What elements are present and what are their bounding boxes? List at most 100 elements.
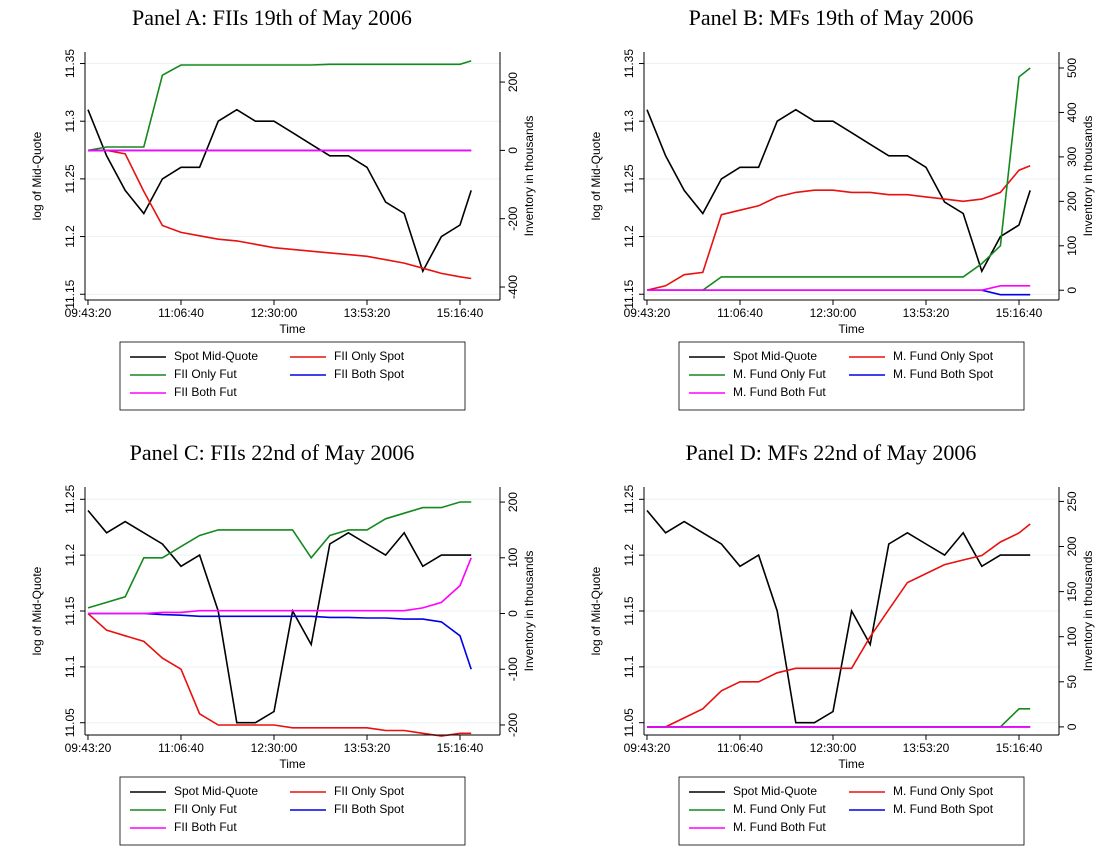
- y2-tick-label: 0: [506, 610, 520, 617]
- y2-axis-label: Inventory in thousands: [522, 551, 536, 672]
- series-line: [87, 60, 472, 152]
- y-tick-label: 11.05: [622, 708, 636, 737]
- y2-tick-label: 500: [1065, 58, 1079, 78]
- y2-axis-label: Inventory in thousands: [1081, 551, 1095, 672]
- y-tick-label: 11.1: [63, 655, 77, 678]
- y-tick-label: 11.25: [622, 164, 636, 193]
- legend-label: M. Fund Both Spot: [893, 367, 994, 381]
- x-tick-label: 09:43:20: [624, 741, 671, 755]
- legend-label: FII Only Fut: [174, 367, 237, 381]
- x-tick-label: 15:16:40: [996, 741, 1043, 755]
- legend-label: FII Both Spot: [334, 367, 405, 381]
- x-axis-label: Time: [838, 322, 865, 336]
- y-axis-label: log of Mid-Quote: [589, 566, 603, 655]
- y2-tick-label: 150: [1065, 581, 1079, 601]
- y2-tick-label: 250: [1065, 491, 1079, 511]
- x-tick-label: 13:53:20: [344, 741, 391, 755]
- y2-tick-label: 400: [1065, 102, 1079, 122]
- legend-label: FII Only Spot: [334, 349, 405, 363]
- legend-label: M. Fund Both Spot: [893, 802, 994, 816]
- y2-tick-label: -200: [506, 206, 520, 230]
- series-line: [647, 67, 1031, 291]
- y2-tick-label: 100: [1065, 235, 1079, 255]
- legend-label: FII Both Spot: [334, 802, 405, 816]
- y2-axis-label: Inventory in thousands: [522, 116, 536, 237]
- x-tick-label: 11:06:40: [158, 741, 204, 755]
- legend-label: M. Fund Both Fut: [733, 820, 826, 834]
- y2-tick-label: -200: [506, 713, 520, 737]
- series-line: [647, 523, 1031, 728]
- series-line: [87, 612, 472, 737]
- y-tick-label: 11.15: [63, 596, 77, 625]
- y2-tick-label: 100: [506, 547, 520, 567]
- x-tick-label: 09:43:20: [65, 741, 112, 755]
- y2-tick-label: 200: [1065, 191, 1079, 211]
- y-tick-label: 11.05: [63, 708, 77, 737]
- legend-label: Spot Mid-Quote: [733, 784, 817, 798]
- y-tick-label: 11.15: [622, 596, 636, 625]
- x-tick-label: 12:30:00: [251, 741, 298, 755]
- y2-tick-label: 0: [1065, 287, 1079, 294]
- series-line: [88, 612, 472, 670]
- x-tick-label: 12:30:00: [251, 306, 298, 320]
- legend-label: Spot Mid-Quote: [733, 349, 817, 363]
- y2-tick-label: -100: [506, 657, 520, 681]
- x-tick-label: 15:16:40: [996, 306, 1043, 320]
- legend-label: FII Only Fut: [174, 802, 237, 816]
- y-axis-label: log of Mid-Quote: [30, 131, 44, 220]
- panel: Panel C: FIIs 22nd of May 2006 09:43:20 11…: [30, 440, 536, 846]
- series-line: [647, 708, 1031, 728]
- panel-title: Panel B: MFs 19th of May 2006: [689, 5, 974, 30]
- series-line: [646, 509, 1031, 724]
- x-tick-label: 15:16:40: [437, 306, 484, 320]
- x-tick-label: 11:06:40: [158, 306, 204, 320]
- legend-box: [119, 341, 466, 411]
- legend-box: [678, 776, 1025, 846]
- y-axis-label: log of Mid-Quote: [589, 131, 603, 220]
- legend-label: M. Fund Only Spot: [893, 349, 994, 363]
- y-tick-label: 11.15: [63, 279, 77, 308]
- y-tick-label: 11.3: [622, 110, 636, 133]
- y2-tick-label: 200: [1065, 536, 1079, 556]
- x-axis-label: Time: [279, 757, 306, 771]
- x-tick-label: 09:43:20: [65, 306, 112, 320]
- legend-box: [119, 776, 466, 846]
- x-tick-label: 15:16:40: [437, 741, 484, 755]
- y-axis-label: log of Mid-Quote: [30, 566, 44, 655]
- legend-label: Spot Mid-Quote: [174, 349, 258, 363]
- legend-label: M. Fund Only Fut: [733, 367, 826, 381]
- series-line: [88, 149, 472, 280]
- series-line: [646, 165, 1031, 291]
- panel: Panel B: MFs 19th of May 2006 09:43:20 11:…: [589, 5, 1095, 411]
- legend-label: FII Both Fut: [174, 385, 237, 399]
- y-tick-label: 11.25: [622, 484, 636, 513]
- y2-tick-label: 300: [1065, 147, 1079, 167]
- legend-label: M. Fund Only Fut: [733, 802, 826, 816]
- y-tick-label: 11.15: [622, 279, 636, 308]
- y2-tick-label: 200: [506, 492, 520, 512]
- y2-tick-label: 0: [1065, 723, 1079, 730]
- y2-tick-label: 100: [1065, 626, 1079, 646]
- x-tick-label: 12:30:00: [810, 741, 857, 755]
- panel-title: Panel D: MFs 22nd of May 2006: [686, 440, 977, 465]
- y-tick-label: 11.35: [622, 49, 636, 78]
- y-tick-label: 11.2: [622, 544, 636, 567]
- y-tick-label: 11.2: [63, 544, 77, 567]
- y-tick-label: 11.35: [63, 49, 77, 78]
- legend-label: M. Fund Only Spot: [893, 784, 994, 798]
- y2-tick-label: -400: [506, 275, 520, 299]
- y2-axis-label: Inventory in thousands: [1081, 116, 1095, 237]
- y-tick-label: 11.25: [63, 484, 77, 513]
- y-tick-label: 11.2: [63, 225, 77, 248]
- x-tick-label: 13:53:20: [344, 306, 391, 320]
- legend-label: FII Both Fut: [174, 820, 237, 834]
- y-tick-label: 11.25: [63, 164, 77, 193]
- series-line: [87, 501, 472, 609]
- y2-tick-label: 200: [506, 72, 520, 92]
- y2-tick-label: 50: [1065, 675, 1079, 689]
- legend-label: M. Fund Both Fut: [733, 385, 826, 399]
- legend-label: Spot Mid-Quote: [174, 784, 258, 798]
- y-tick-label: 11.1: [622, 655, 636, 678]
